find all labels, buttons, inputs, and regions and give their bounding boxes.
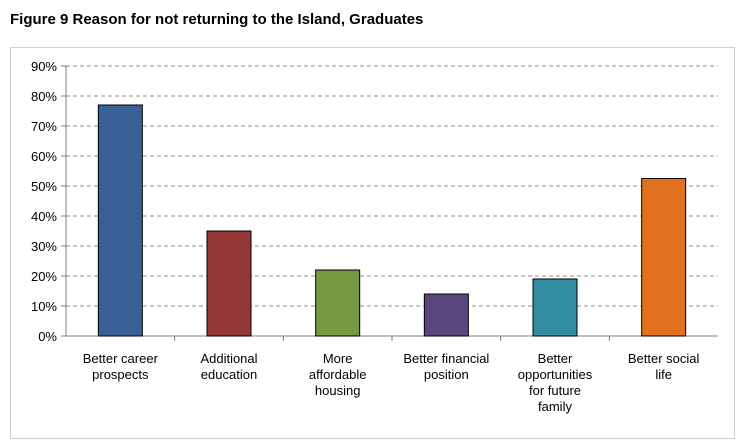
bar-6 <box>641 178 687 337</box>
category-label: Better social <box>628 351 700 366</box>
category-label: housing <box>315 383 361 398</box>
y-tick-label: 10% <box>31 299 57 314</box>
category-label: for future <box>529 383 581 398</box>
category-label: position <box>424 367 469 382</box>
y-tick-label: 90% <box>31 59 57 74</box>
y-tick-label: 30% <box>31 239 57 254</box>
category-label: education <box>201 367 257 382</box>
bar-1 <box>97 104 143 337</box>
y-tick-label: 0% <box>38 329 57 344</box>
category-label: life <box>655 367 672 382</box>
y-tick-label: 20% <box>31 269 57 284</box>
category-label: Additional <box>200 351 257 366</box>
chart-frame <box>10 47 735 439</box>
figure-title: Figure 9 Reason for not returning to the… <box>10 11 424 28</box>
category-label: opportunities <box>518 367 593 382</box>
y-tick-label: 40% <box>31 209 57 224</box>
y-tick-label: 60% <box>31 149 57 164</box>
bar-5 <box>532 278 578 337</box>
category-label: affordable <box>309 367 367 382</box>
bar-3 <box>315 269 361 337</box>
category-label: family <box>538 399 572 414</box>
category-label: prospects <box>92 367 149 382</box>
category-label: Better career <box>83 351 159 366</box>
y-tick-label: 50% <box>31 179 57 194</box>
y-tick-label: 80% <box>31 89 57 104</box>
bar-2 <box>206 230 252 337</box>
category-label: More <box>323 351 353 366</box>
category-label: Better financial <box>403 351 489 366</box>
category-label: Better <box>538 351 573 366</box>
y-tick-label: 70% <box>31 119 57 134</box>
bar-4 <box>423 293 469 337</box>
